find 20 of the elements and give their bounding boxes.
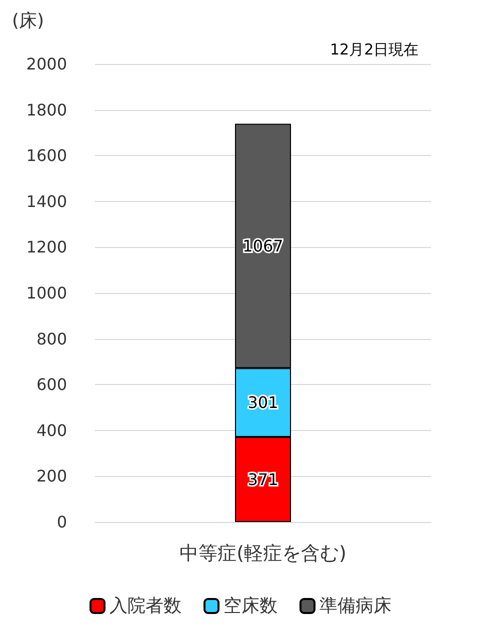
- y-tick-label: 400: [36, 420, 67, 440]
- data-label: 371: [248, 470, 278, 490]
- y-tick-label: 200: [36, 466, 67, 486]
- legend-label: 準備病床: [320, 596, 392, 616]
- y-tick-label: 800: [36, 329, 67, 348]
- text: 12月2日現在: [330, 40, 419, 58]
- y-tick-label: 2000: [26, 54, 67, 74]
- legend-label: 入院者数: [110, 596, 182, 616]
- y-axis-title: (床): [12, 10, 44, 32]
- y-tick-label: 600: [36, 375, 67, 394]
- legend-label: 空床数: [224, 596, 278, 616]
- y-tick-label: 1400: [26, 192, 67, 211]
- x-tick-label: 中等症(軽症を含む): [180, 542, 346, 564]
- y-tick-label: 1600: [26, 146, 67, 166]
- y-tick-label: 1200: [26, 238, 67, 257]
- y-tick-label: 1000: [26, 284, 67, 302]
- data-label: 301: [248, 393, 278, 412]
- data-label: 1067: [242, 236, 284, 256]
- y-tick-label: 1800: [26, 100, 67, 120]
- y-tick-label: 0: [56, 512, 67, 532]
